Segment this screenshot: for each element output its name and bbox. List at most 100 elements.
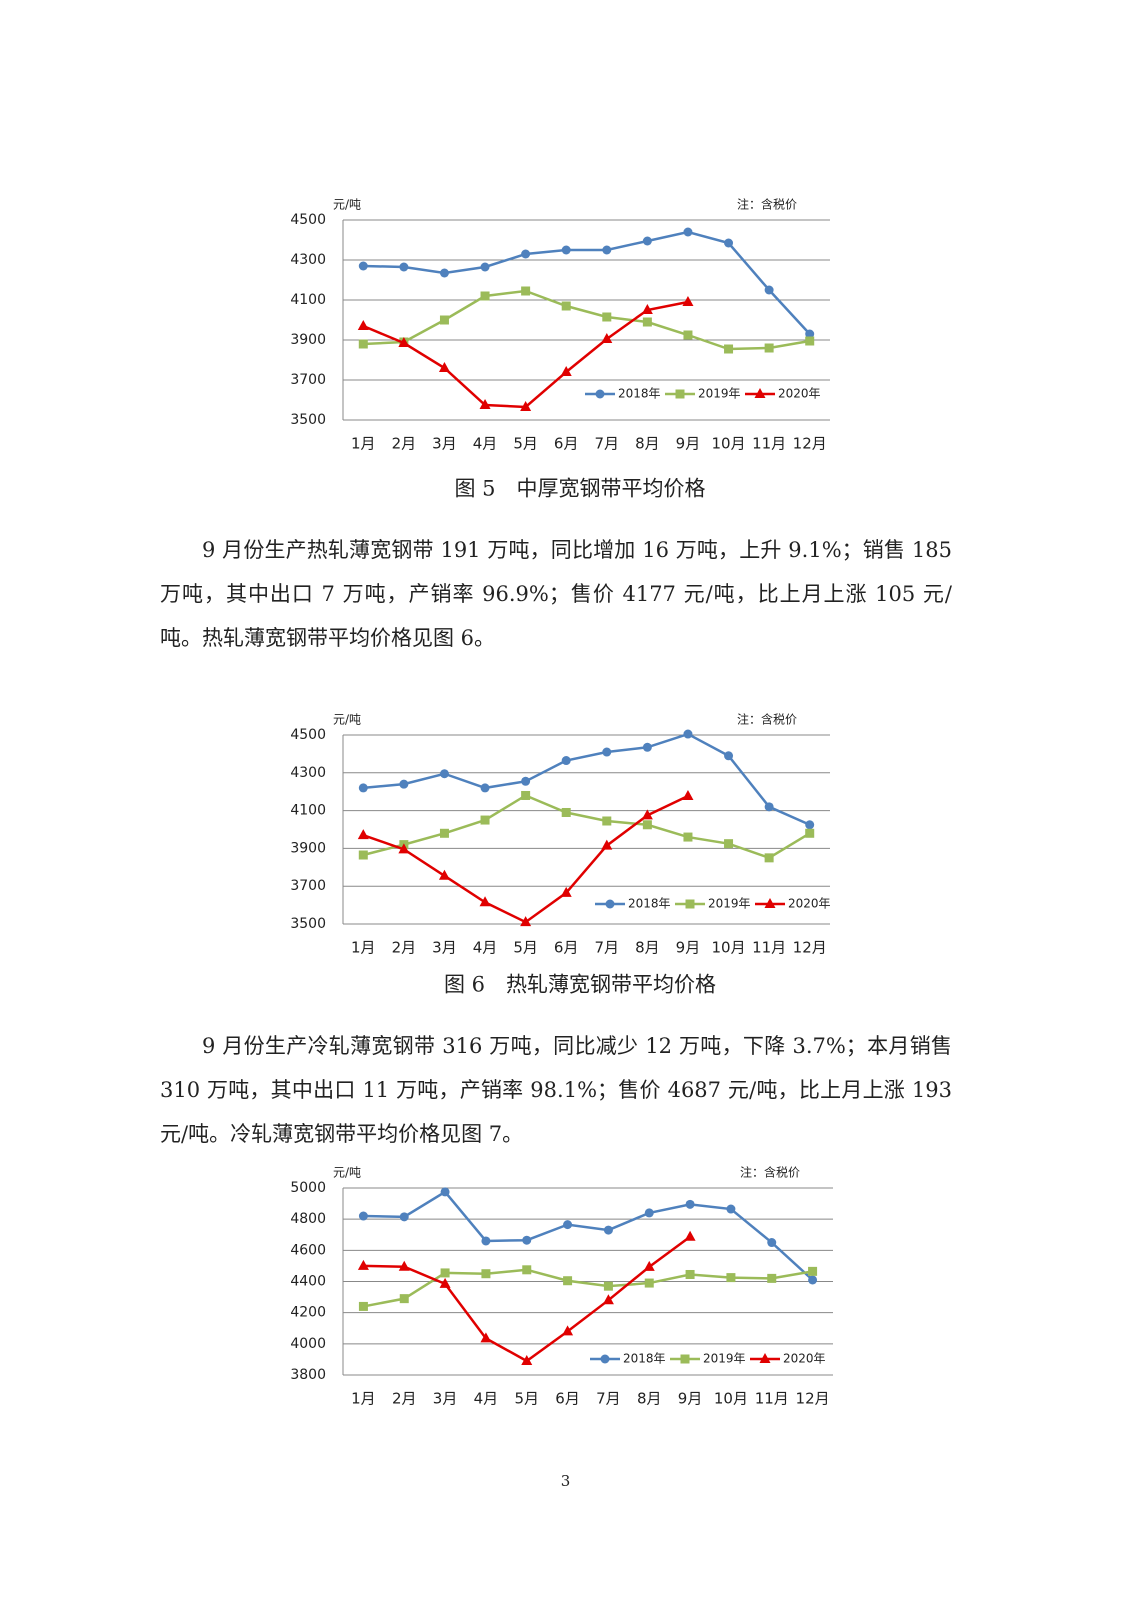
marker — [685, 899, 695, 909]
marker — [561, 245, 571, 255]
marker — [683, 729, 693, 739]
marker — [563, 1276, 573, 1286]
marker — [805, 329, 815, 339]
x-tick-label: 7月 — [595, 435, 620, 453]
marker — [561, 807, 571, 817]
y-axis-label: 元/吨 — [333, 713, 361, 727]
y-tick-label: 3900 — [290, 840, 326, 856]
marker — [595, 389, 605, 399]
marker — [724, 344, 734, 354]
marker — [439, 268, 449, 278]
marker — [805, 828, 815, 838]
x-tick-label: 5月 — [514, 1390, 539, 1408]
y-tick-label: 4400 — [290, 1274, 326, 1290]
x-tick-label: 12月 — [793, 939, 827, 957]
paragraph: 9 月份生产冷轧薄宽钢带 316 万吨，同比减少 12 万吨，下降 3.7%；本… — [160, 1034, 952, 1146]
page-number: 3 — [560, 1472, 571, 1490]
note: 注：含税价 — [737, 197, 797, 212]
legend-label: 2018年 — [623, 1352, 666, 1366]
legend-label: 2018年 — [618, 387, 661, 401]
note: 注：含税价 — [737, 712, 797, 727]
marker — [399, 1212, 409, 1222]
marker — [683, 330, 693, 340]
marker — [685, 1199, 695, 1209]
legend-label: 2019年 — [708, 897, 751, 911]
marker — [358, 339, 368, 349]
marker — [764, 343, 774, 353]
marker — [358, 850, 368, 860]
marker — [521, 1354, 533, 1365]
y-tick-label: 3900 — [290, 332, 326, 348]
x-tick-label: 4月 — [473, 435, 498, 453]
marker — [602, 747, 612, 757]
x-tick-label: 9月 — [676, 939, 701, 957]
y-tick-label: 4100 — [290, 803, 326, 819]
marker — [808, 1275, 818, 1285]
marker — [521, 286, 531, 296]
marker — [764, 802, 774, 812]
marker — [399, 1294, 409, 1304]
marker — [767, 1273, 777, 1283]
y-tick-label: 4200 — [290, 1305, 326, 1321]
marker — [480, 262, 490, 272]
x-tick-label: 8月 — [635, 435, 660, 453]
y-tick-label: 4000 — [290, 1336, 326, 1352]
x-tick-label: 6月 — [554, 435, 579, 453]
x-tick-label: 3月 — [432, 939, 457, 957]
marker — [479, 399, 491, 409]
marker — [399, 262, 409, 272]
marker — [644, 1278, 654, 1288]
x-tick-label: 3月 — [433, 1390, 458, 1408]
x-tick-label: 6月 — [555, 1390, 580, 1408]
marker — [439, 828, 449, 838]
x-tick-label: 7月 — [596, 1390, 621, 1408]
marker — [602, 245, 612, 255]
marker — [480, 1332, 492, 1343]
marker — [521, 249, 531, 259]
marker — [602, 816, 612, 826]
x-tick-label: 8月 — [635, 939, 660, 957]
x-tick-label: 9月 — [678, 1390, 703, 1408]
marker — [479, 896, 491, 907]
marker — [759, 1353, 771, 1363]
marker — [520, 916, 532, 927]
marker — [726, 1204, 736, 1214]
marker — [438, 869, 450, 880]
marker — [357, 320, 369, 330]
marker — [764, 285, 774, 295]
x-tick-label: 12月 — [796, 1390, 830, 1408]
marker — [563, 1220, 573, 1230]
marker — [358, 1211, 368, 1221]
series-line — [363, 289, 810, 351]
marker — [440, 1268, 450, 1278]
marker — [641, 304, 653, 314]
x-tick-label: 7月 — [595, 939, 620, 957]
x-tick-label: 9月 — [676, 435, 701, 453]
marker — [764, 853, 774, 863]
marker — [358, 1301, 368, 1311]
y-tick-label: 4600 — [290, 1242, 326, 1258]
marker — [480, 783, 490, 793]
marker — [675, 389, 685, 399]
marker — [562, 1325, 574, 1336]
x-tick-label: 10月 — [714, 1390, 748, 1408]
marker — [481, 1236, 491, 1246]
marker — [560, 886, 572, 897]
legend-label: 2020年 — [788, 897, 831, 911]
x-tick-label: 2月 — [392, 1390, 417, 1408]
marker — [805, 820, 815, 830]
marker — [603, 1225, 613, 1235]
marker — [603, 1281, 613, 1291]
y-tick-label: 5000 — [290, 1180, 326, 1196]
marker — [358, 261, 368, 271]
marker — [600, 1354, 610, 1364]
marker — [642, 317, 652, 327]
marker — [726, 1273, 736, 1283]
marker — [480, 291, 490, 301]
x-tick-label: 1月 — [351, 435, 376, 453]
marker — [520, 401, 532, 411]
series-line — [362, 794, 811, 860]
x-tick-label: 11月 — [752, 939, 786, 957]
